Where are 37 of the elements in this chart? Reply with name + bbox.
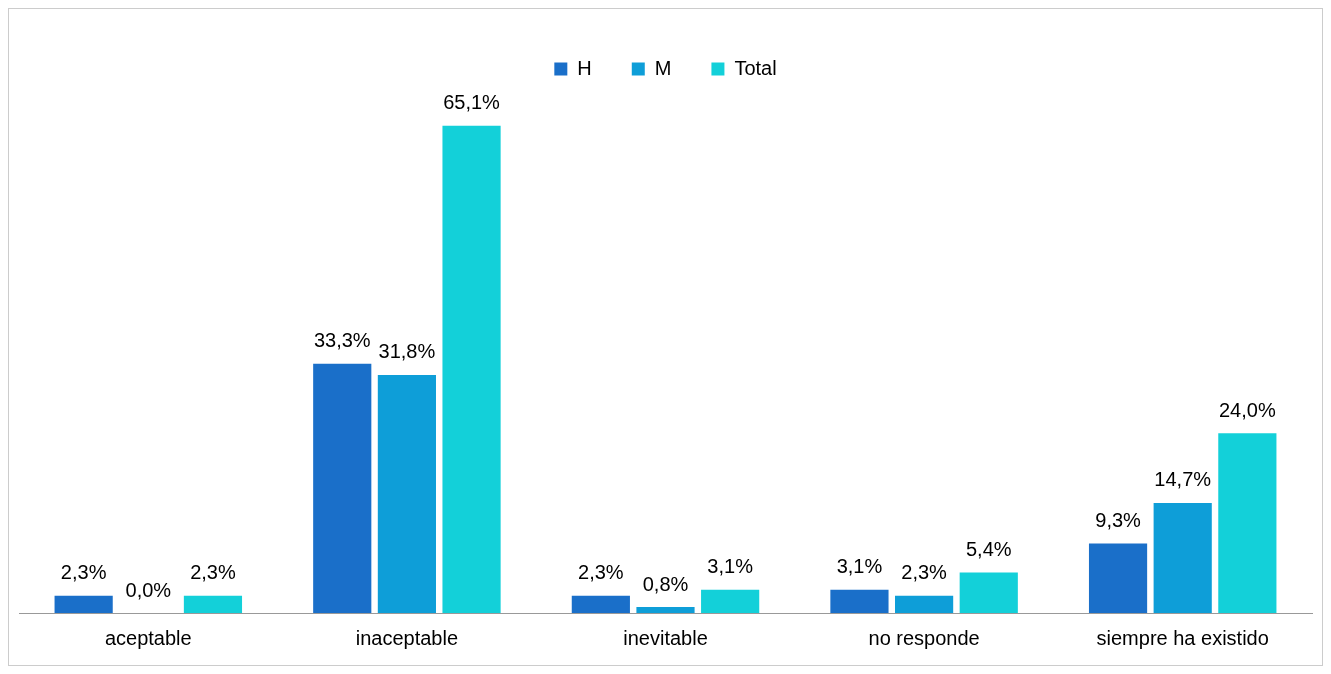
legend-label: H <box>577 56 592 79</box>
legend-label: Total <box>734 56 777 79</box>
data-label: 14,7% <box>1154 468 1212 491</box>
data-label: 3,1% <box>707 555 754 578</box>
bar <box>1088 543 1148 613</box>
data-label: 33,3% <box>313 329 371 352</box>
x-tick-label: no responde <box>868 626 980 649</box>
bar <box>442 125 501 613</box>
bar <box>183 595 243 613</box>
legend-label: M <box>654 56 672 79</box>
bar <box>54 595 113 613</box>
data-label: 3,1% <box>836 555 883 578</box>
data-label: 24,0% <box>1218 398 1276 421</box>
bar <box>571 595 630 613</box>
data-label: 2,3% <box>901 561 948 584</box>
data-label: 2,3% <box>190 561 236 584</box>
x-tick-label: siempre ha existido <box>1096 626 1269 649</box>
bar <box>701 589 760 613</box>
data-label: 2,3% <box>60 561 107 584</box>
bar <box>377 374 436 613</box>
bar <box>830 589 889 613</box>
bar <box>895 595 954 613</box>
data-label: 0,8% <box>642 572 689 595</box>
x-tick-label: inevitable <box>623 626 708 649</box>
bar <box>636 607 695 613</box>
x-tick-label: aceptable <box>104 626 192 649</box>
data-label: 5,4% <box>965 538 1012 561</box>
data-label: 9,3% <box>1095 508 1142 531</box>
bar <box>959 572 1018 613</box>
data-label: 0,0% <box>125 578 172 601</box>
data-label: 31,8% <box>378 340 436 363</box>
bar <box>1218 433 1277 613</box>
bar <box>313 363 372 613</box>
x-tick-label: inaceptable <box>355 626 459 649</box>
data-label: 2,3% <box>578 561 624 584</box>
data-label: 65,1% <box>443 91 501 114</box>
bar <box>1153 502 1212 613</box>
